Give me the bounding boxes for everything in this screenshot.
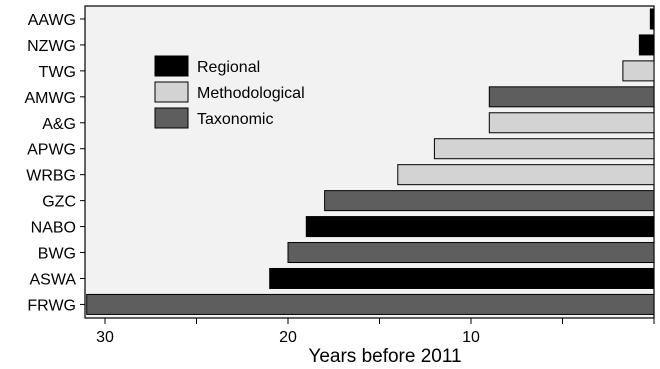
legend-label-taxonomic: Taxonomic xyxy=(197,111,273,128)
legend-swatch-taxonomic xyxy=(154,107,189,129)
legend-label-methodological: Methodological xyxy=(197,85,305,102)
y-tick-label: ASWA xyxy=(29,271,76,288)
bar-apwg xyxy=(433,138,655,160)
bar-amwg xyxy=(488,86,655,108)
y-tick-label: AAWG xyxy=(28,12,76,29)
bar-gzc xyxy=(324,190,655,212)
bar-aawg xyxy=(649,8,655,30)
y-tick-label: TWG xyxy=(39,64,76,81)
x-axis-title: Years before 2011 xyxy=(308,346,461,367)
y-tick-label: FRWG xyxy=(27,297,76,314)
legend-swatch-methodological xyxy=(154,81,189,103)
bar-a-g xyxy=(488,112,655,134)
bar-wrbg xyxy=(397,164,655,186)
y-tick-label: BWG xyxy=(38,246,76,263)
y-tick-label: NABO xyxy=(31,220,76,237)
y-tick-label: WRBG xyxy=(26,168,76,185)
bar-aswa xyxy=(269,267,655,289)
bar-nabo xyxy=(305,216,655,238)
y-tick-label: AMWG xyxy=(24,90,76,107)
y-tick-label: A&G xyxy=(42,116,76,133)
bar-twg xyxy=(622,60,655,82)
bar-nzwg xyxy=(638,34,655,56)
legend-label-regional: Regional xyxy=(197,59,260,76)
legend-swatch-regional xyxy=(154,55,189,77)
y-tick-label: APWG xyxy=(27,142,76,159)
y-tick-label: GZC xyxy=(42,194,76,211)
x-tick-label: 20 xyxy=(279,329,297,346)
x-tick-label: 10 xyxy=(462,329,480,346)
y-tick-label: NZWG xyxy=(27,38,76,55)
x-tick-label: 30 xyxy=(96,329,114,346)
bar-bwg xyxy=(287,242,655,264)
bar-frwg xyxy=(86,293,655,315)
